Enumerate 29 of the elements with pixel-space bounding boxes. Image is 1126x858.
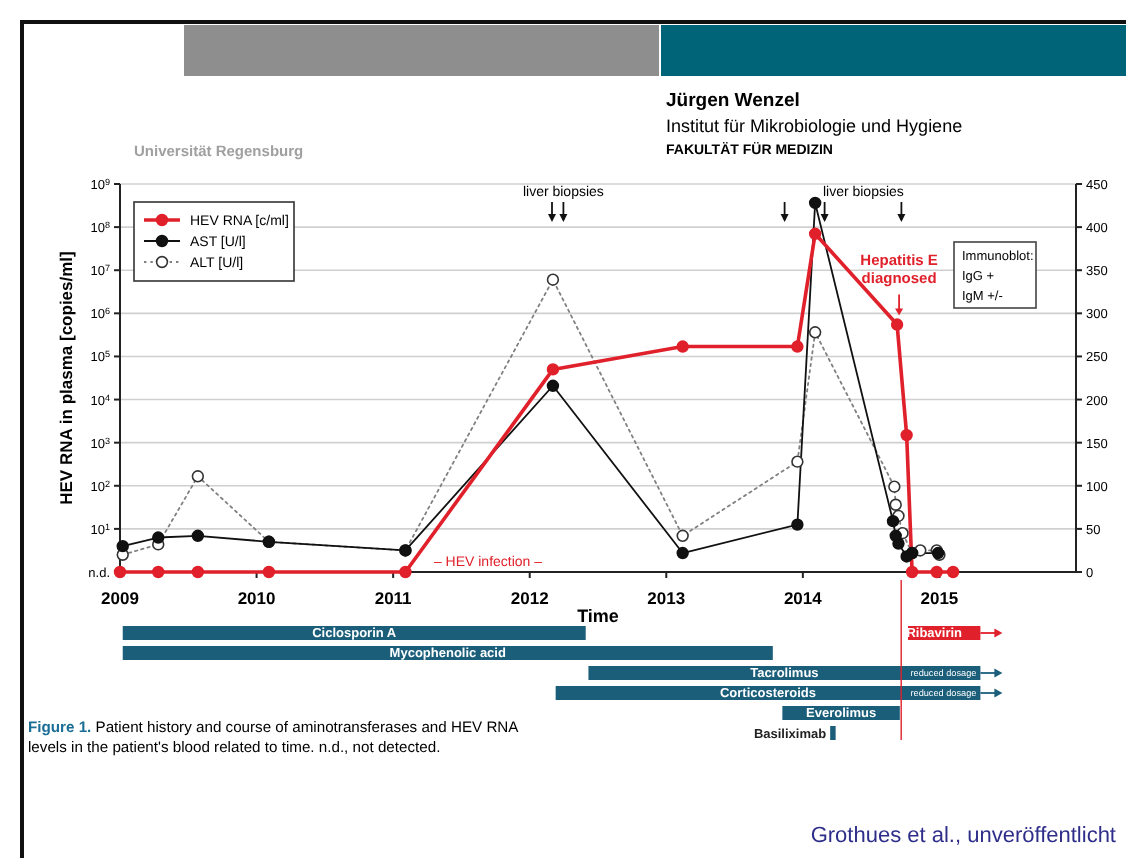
x-tick-label: 2011 [374,588,413,608]
point [808,227,822,240]
point [262,565,276,579]
x-tick-label: 2012 [510,588,550,608]
point [900,428,913,442]
point [113,565,127,579]
text: Jürgen Wenzel [666,90,800,112]
point [946,565,960,579]
point [676,340,689,353]
x-tick-label: 2010 [237,588,277,608]
bar [830,726,836,740]
point [890,318,904,331]
point [191,565,205,579]
point [152,565,165,579]
x-tick-label: 2009 [101,588,140,608]
x-tick-label: 2013 [647,588,686,608]
point [905,565,919,579]
x-tick-label: 2015 [920,588,959,608]
bar [122,626,586,640]
x-tick-label: 2014 [783,588,823,608]
y-axis-title: HEV RNA in plasma [copies/ml] [56,250,76,505]
point [791,340,804,353]
bar [122,646,773,660]
text: Grothues et al., unveröffentlicht [810,824,1116,848]
text: Institut für Mikrobiologie und Hygiene [666,116,963,136]
x-axis-title: Time [577,606,619,626]
point [930,565,943,579]
point [399,565,412,579]
point [546,363,560,376]
